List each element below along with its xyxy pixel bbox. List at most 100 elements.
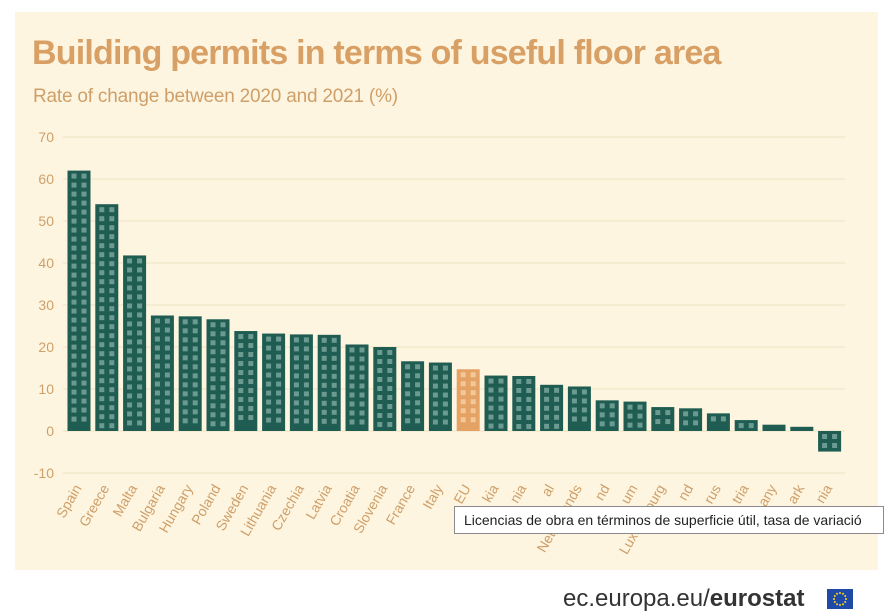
- bar-window: [109, 207, 115, 213]
- bar-window: [442, 410, 448, 416]
- bar-window: [822, 443, 828, 448]
- bar-window: [109, 315, 115, 321]
- bar-window: [415, 373, 421, 379]
- bar-window: [377, 413, 383, 418]
- bar-window: [210, 394, 216, 400]
- bar-window: [266, 399, 272, 405]
- bar-window: [303, 400, 309, 406]
- bar-window: [192, 337, 198, 343]
- bar-window: [109, 252, 115, 258]
- bar-window: [405, 409, 411, 415]
- bar-window: [415, 391, 421, 397]
- bar-window: [81, 209, 87, 215]
- footer-source: ec.europa.eu/eurostat: [563, 584, 804, 614]
- bar-window: [154, 399, 160, 405]
- bar-window: [359, 401, 365, 407]
- bar-window: [81, 218, 87, 224]
- bar-window: [127, 366, 133, 372]
- bar-window: [321, 418, 327, 424]
- bar-window: [71, 254, 77, 260]
- bar-window: [71, 209, 77, 215]
- bar-window: [71, 218, 77, 224]
- bar-window: [220, 340, 226, 346]
- bar-window: [526, 405, 532, 411]
- bar-window: [832, 434, 838, 439]
- bar-window: [154, 390, 160, 396]
- bar-window: [154, 336, 160, 342]
- bar-window: [192, 409, 198, 415]
- bar-window: [71, 263, 77, 269]
- bar-window: [109, 234, 115, 240]
- bar-window: [192, 319, 198, 325]
- bar-window: [377, 368, 383, 373]
- bar-window: [182, 319, 188, 325]
- bar-window: [81, 200, 87, 206]
- bar-window: [331, 409, 337, 415]
- bar-window: [109, 297, 115, 303]
- bar-window: [164, 327, 170, 333]
- bar-window: [544, 387, 550, 393]
- bar-window: [99, 234, 105, 240]
- bar-window: [192, 364, 198, 370]
- bar-window: [359, 392, 365, 398]
- bar-window: [321, 355, 327, 361]
- bar-window: [109, 351, 115, 357]
- bar-window: [109, 333, 115, 339]
- bar-window: [432, 365, 438, 371]
- footer-url[interactable]: ec.europa.eu/: [563, 585, 710, 612]
- bar-window: [109, 423, 115, 429]
- bar-window: [220, 403, 226, 409]
- x-tick-label: nd: [675, 482, 697, 503]
- bar-window: [498, 423, 504, 429]
- bar-window: [387, 422, 393, 427]
- bar-window: [359, 383, 365, 389]
- bar-window: [127, 267, 133, 273]
- bar-window: [137, 366, 143, 372]
- bar-window: [220, 349, 226, 355]
- bar-window: [99, 387, 105, 393]
- bar-window: [137, 330, 143, 336]
- bar-window: [99, 378, 105, 384]
- bar: [95, 204, 119, 431]
- bar: [262, 333, 286, 431]
- bar-window: [238, 415, 244, 421]
- bar-window: [109, 288, 115, 294]
- bar-window: [248, 397, 254, 403]
- bar-window: [99, 261, 105, 267]
- bar-window: [164, 381, 170, 387]
- bar-window: [303, 373, 309, 379]
- bar-window: [470, 372, 476, 378]
- bar-window: [238, 406, 244, 412]
- bar-window: [154, 372, 160, 378]
- bar-window: [415, 382, 421, 388]
- bar-window: [516, 414, 522, 420]
- bar-window: [387, 413, 393, 418]
- bar-window: [276, 354, 282, 360]
- bar-window: [415, 400, 421, 406]
- bar-window: [693, 411, 699, 417]
- bar-window: [137, 375, 143, 381]
- bar-window: [359, 356, 365, 362]
- bar-window: [127, 348, 133, 354]
- bar-window: [81, 416, 87, 422]
- bar-window: [137, 348, 143, 354]
- bar-window: [81, 317, 87, 323]
- bar-window: [303, 391, 309, 397]
- bar-window: [415, 409, 421, 415]
- bar-window: [266, 390, 272, 396]
- bar-window: [303, 355, 309, 361]
- bar-window: [293, 364, 299, 370]
- bar-window: [210, 367, 216, 373]
- bar-window: [210, 421, 216, 427]
- bar-window: [210, 349, 216, 355]
- bar: [762, 424, 786, 431]
- bar-window: [127, 285, 133, 291]
- bar-window: [71, 326, 77, 332]
- bar-window: [303, 418, 309, 424]
- bar-window: [71, 317, 77, 323]
- bar-window: [220, 376, 226, 382]
- bar-window: [99, 216, 105, 222]
- bar-window: [470, 381, 476, 387]
- bar-window: [599, 412, 605, 418]
- x-tick-label: kia: [479, 481, 502, 505]
